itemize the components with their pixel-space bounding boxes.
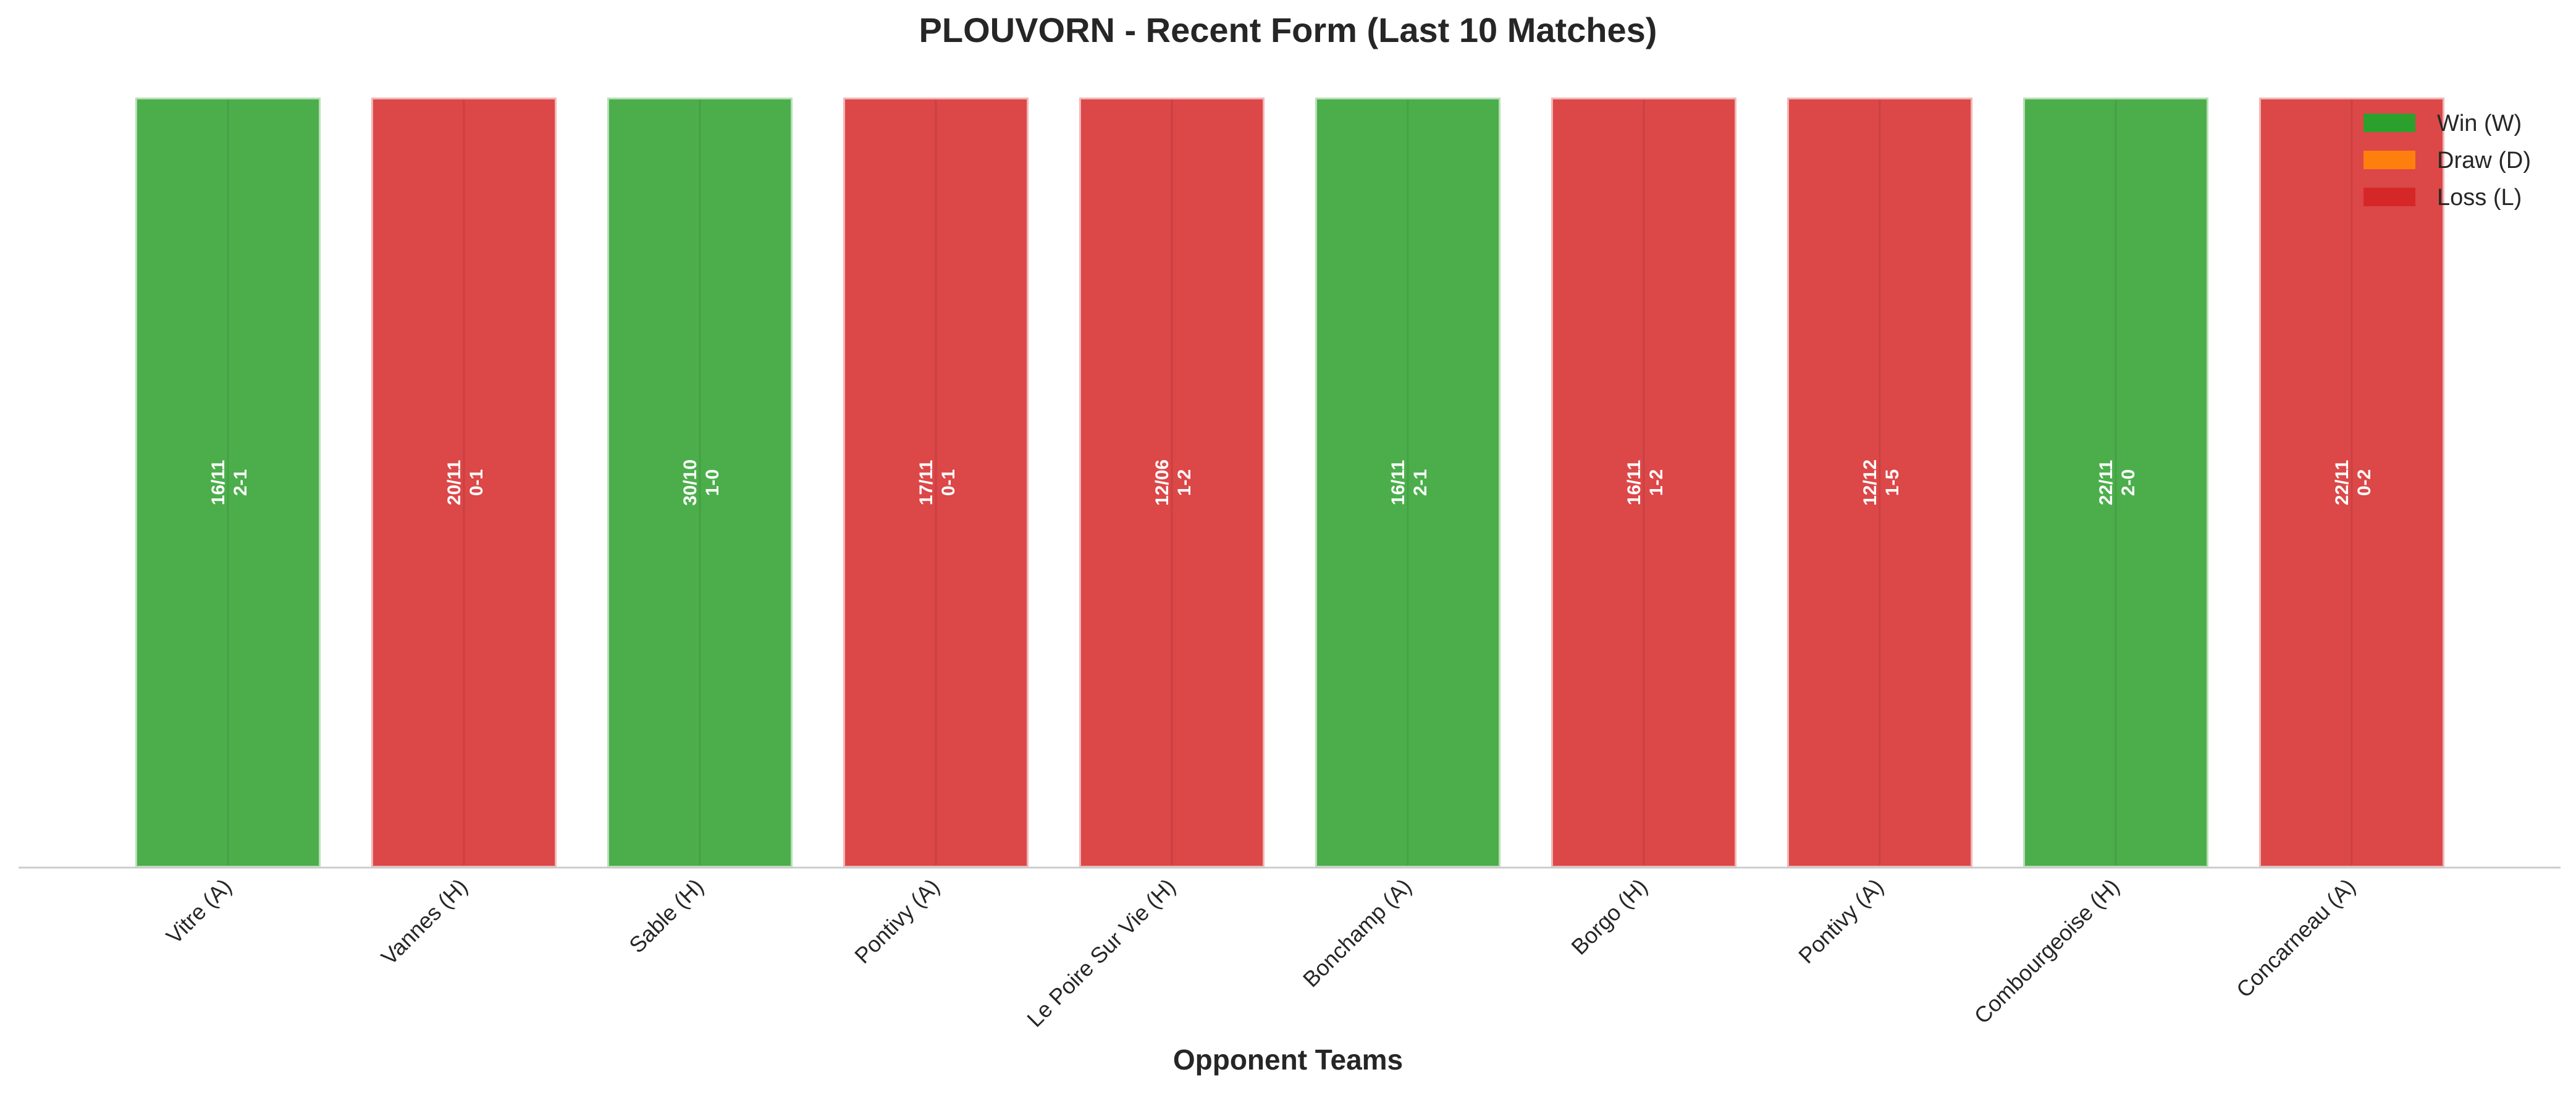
match-score: 2-1 [1410,469,1431,496]
match-score: 2-1 [230,469,251,496]
match-date: 22/11 [2096,460,2116,505]
match-date: 12/12 [1860,459,1880,506]
legend-label: Loss (L) [2437,185,2522,211]
bar-label: 22/11 2-0 [2096,460,2139,505]
match-date: 20/11 [444,460,465,505]
match-date: 16/11 [208,460,229,505]
match-score: 1-5 [1882,469,1903,496]
x-tick-label: Pontivy (A) [1793,874,1888,968]
legend-label: Win (W) [2437,111,2522,136]
bar-6 [1313,96,1502,869]
match-date: 12/06 [1152,459,1172,506]
x-tick-label: Concarneau (A) [2231,874,2360,1003]
match-score: 0-2 [2354,469,2375,496]
x-tick-label: Vitre (A) [161,874,237,949]
bar-1 [133,96,322,869]
legend-label: Draw (D) [2437,148,2531,174]
match-date: 17/11 [916,460,937,505]
match-date: 16/11 [1388,460,1408,505]
match-date: 30/10 [680,459,701,506]
bar-label: 22/11 0-2 [2332,460,2375,505]
match-score: 1-2 [1646,469,1667,496]
bar-label: 16/11 1-2 [1624,460,1667,505]
x-axis-label: Opponent Teams [1173,1044,1403,1076]
x-tick-labels: Vitre (A) Vannes (H) Sable (H) Pontivy (A) L… [161,874,2360,1032]
bars-group: 16/11 2-1 20/11 0-1 30/10 1-0 17/11 0-1 12/06 1-2… [133,96,2446,869]
legend-swatch-w [2363,114,2415,132]
bar-2 [369,96,558,869]
legend: Win (W) Draw (D) Loss (L) [2363,111,2531,211]
bar-10 [2257,96,2446,869]
x-tick-label: Combourgeoise (H) [1969,874,2124,1029]
bar-label: 16/11 2-1 [1388,460,1431,505]
x-tick-label: Pontivy (A) [849,874,944,968]
bar-label: 30/10 1-0 [680,459,723,506]
match-score: 2-0 [2118,469,2139,496]
bar-4 [841,96,1030,869]
x-tick-label: Vannes (H) [376,874,473,970]
bar-label: 12/12 1-5 [1860,459,1903,506]
bar-label: 17/11 0-1 [916,460,959,505]
x-tick-label: Bonchamp (A) [1298,874,1416,992]
x-tick-label: Borgo (H) [1566,874,1652,960]
bar-7 [1549,96,1738,869]
match-score: 0-1 [466,469,487,496]
legend-swatch-l [2363,188,2415,206]
legend-swatch-d [2363,151,2415,169]
x-tick-label: Sable (H) [624,874,709,958]
match-date: 22/11 [2332,460,2352,505]
bar-5 [1077,96,1266,869]
chart-title: PLOUVORN - Recent Form (Last 10 Matches) [919,10,1657,49]
match-score: 1-0 [702,469,723,496]
match-score: 1-2 [1174,469,1195,496]
bar-label: 16/11 2-1 [208,460,251,505]
match-date: 16/11 [1624,460,1644,505]
bar-label: 20/11 0-1 [444,460,487,505]
bar-label: 12/06 1-2 [1152,459,1195,506]
bar-3 [605,96,794,869]
match-score: 0-1 [938,469,959,496]
x-tick-label: Le Poire Sur Vie (H) [1022,874,1180,1032]
